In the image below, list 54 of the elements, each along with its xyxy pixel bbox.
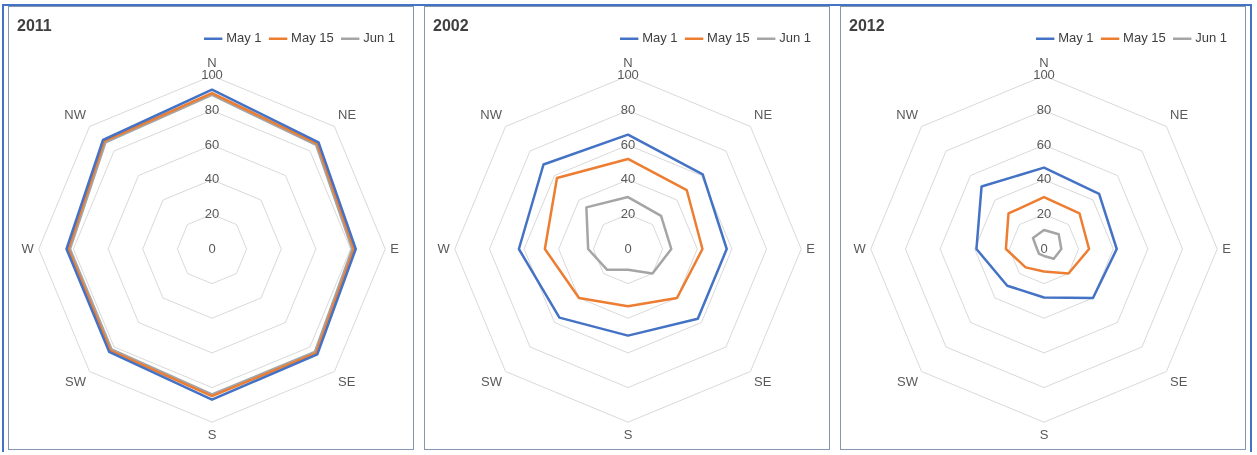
y-tick-label: 20 xyxy=(620,205,636,221)
y-tick-label: 80 xyxy=(620,102,636,118)
legend-label: Jun 1 xyxy=(363,30,396,46)
y-tick-label: 40 xyxy=(620,171,636,187)
spoke-label: SE xyxy=(1170,374,1188,390)
spoke-label: N xyxy=(207,54,217,70)
y-tick-label: 80 xyxy=(204,102,220,118)
y-tick-label: 100 xyxy=(201,67,223,83)
legend-label: May 15 xyxy=(1123,30,1166,46)
y-tick-label: 100 xyxy=(1033,67,1055,83)
chart-title: 2002 xyxy=(433,17,469,35)
spoke-label: W xyxy=(437,240,451,256)
spoke-label: SW xyxy=(897,374,919,390)
spoke-label: SE xyxy=(754,374,772,390)
y-tick-label: 20 xyxy=(1036,205,1052,221)
spoke-label: N xyxy=(623,54,633,70)
spoke-label: NW xyxy=(896,106,919,122)
legend-label: May 1 xyxy=(226,30,262,46)
spoke-label: NW xyxy=(64,106,87,122)
legend-label: May 15 xyxy=(291,30,334,46)
chart-title: 2011 xyxy=(17,17,52,35)
y-tick-label: 40 xyxy=(204,171,220,187)
legend-label: May 1 xyxy=(1058,30,1094,46)
y-tick-label: 40 xyxy=(1036,171,1052,187)
spoke-label: NW xyxy=(480,106,503,122)
y-tick-label: 0 xyxy=(1040,240,1048,256)
y-tick-label: 80 xyxy=(1036,102,1052,118)
spoke-label: S xyxy=(623,426,633,442)
spoke-label: E xyxy=(1222,240,1232,256)
legend-label: Jun 1 xyxy=(1195,30,1228,46)
y-tick-label: 100 xyxy=(617,67,639,83)
y-tick-label: 60 xyxy=(1036,136,1052,152)
spoke-label: E xyxy=(390,240,400,256)
y-tick-label: 60 xyxy=(204,136,220,152)
legend-label: May 1 xyxy=(642,30,678,46)
legend-label: Jun 1 xyxy=(779,30,812,46)
spoke-label: NE xyxy=(754,106,773,122)
y-tick-label: 20 xyxy=(204,205,220,221)
spoke-label: S xyxy=(1039,426,1049,442)
spoke-label: E xyxy=(806,240,816,256)
legend-label: May 15 xyxy=(707,30,750,46)
spoke-label: SW xyxy=(65,374,87,390)
y-tick-label: 60 xyxy=(620,136,636,152)
spoke-label: SW xyxy=(481,374,503,390)
spoke-label: NE xyxy=(338,106,357,122)
spoke-label: W xyxy=(853,240,867,256)
spoke-label: W xyxy=(21,240,35,256)
y-tick-label: 0 xyxy=(624,240,632,256)
spoke-label: N xyxy=(1039,54,1049,70)
spoke-label: NE xyxy=(1170,106,1189,122)
chart-title: 2012 xyxy=(849,17,885,35)
spoke-label: SE xyxy=(338,374,356,390)
y-tick-label: 0 xyxy=(208,240,216,256)
spoke-label: S xyxy=(207,426,217,442)
